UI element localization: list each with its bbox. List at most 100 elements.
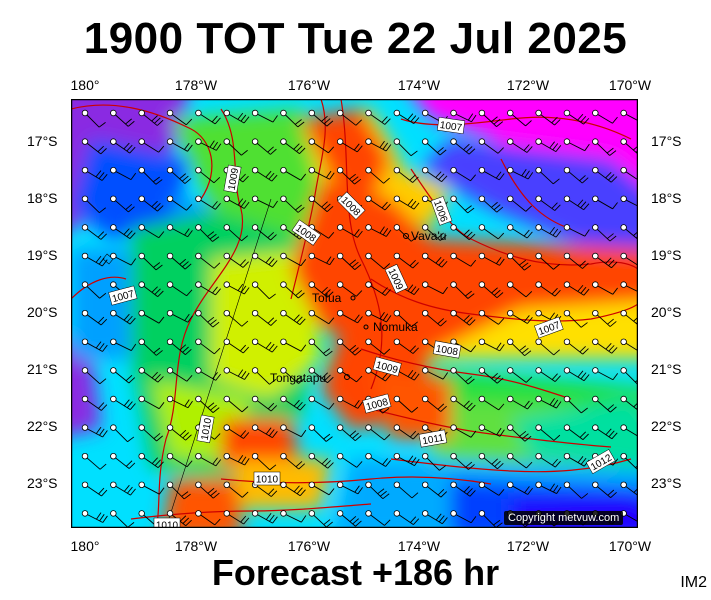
wind-barb (251, 510, 278, 524)
wind-barb (478, 424, 505, 437)
wind-barb (138, 166, 163, 185)
wind-barb (478, 367, 504, 384)
wind-barb (280, 424, 307, 438)
wind-barb (251, 281, 276, 300)
wind-barb (592, 424, 618, 440)
isobar-label: 1010 (156, 521, 179, 529)
place-nomuka: Nomuka (373, 320, 418, 334)
wind-barb (166, 424, 192, 441)
lat-label-left-19s: 19°S (27, 247, 58, 263)
wind-barb (110, 309, 136, 325)
wind-barb (110, 166, 137, 180)
map-frame (71, 99, 638, 528)
wind-barb (336, 338, 362, 356)
wind-barb (251, 424, 278, 438)
wind-barb (393, 166, 419, 183)
wind-barb (592, 395, 617, 413)
wind-barb (507, 309, 533, 324)
wind-barb (365, 309, 392, 323)
wind-barb (195, 481, 220, 499)
wind-barb (450, 138, 476, 155)
lat-label-right-19s: 19°S (651, 247, 682, 263)
wind-barb (110, 195, 135, 213)
wind-barb (110, 481, 136, 496)
wind-barb (166, 281, 193, 297)
wind-barb (592, 109, 618, 124)
wind-barb (478, 224, 505, 240)
wind-map: 1007 1009 1007 1006 1008 1008 (71, 99, 638, 528)
lon-label-bottom-176w: 176°W (287, 538, 331, 554)
wind-barb (251, 338, 278, 353)
wind-barb (308, 453, 334, 469)
wind-barb (110, 453, 136, 469)
wind-barb (535, 395, 562, 409)
wind-barb (450, 166, 477, 182)
wind-barb (507, 395, 533, 410)
wind-barb (620, 109, 638, 122)
wind-barb (223, 338, 250, 354)
wind-barb (478, 510, 503, 528)
wind-barb (251, 138, 277, 155)
wind-barb (365, 109, 391, 125)
wind-barb (478, 395, 505, 411)
wind-barb (251, 224, 277, 241)
wind-barb (563, 195, 590, 211)
wind-barb (138, 424, 163, 442)
wind-barb (280, 309, 306, 326)
wind-barb (138, 224, 165, 239)
wind-barb (620, 195, 638, 207)
wind-barb (535, 424, 561, 441)
wind-barb (223, 395, 249, 413)
wind-barb (81, 453, 107, 470)
wind-barb (166, 481, 191, 500)
wind-barb (422, 281, 448, 295)
lon-label-bottom-180: 180° (70, 538, 100, 554)
wind-barb (563, 166, 589, 184)
wind-barb (223, 367, 250, 380)
wind-barb (280, 138, 306, 154)
forecast-label: Forecast +186 hr (211, 552, 500, 593)
wind-barb (450, 395, 476, 412)
wind-barb (223, 510, 250, 525)
wind-barb (563, 138, 590, 152)
wind-barb (166, 395, 193, 409)
wind-barb (365, 195, 391, 211)
wind-barb (195, 109, 221, 125)
lon-label-top-178w: 178°W (174, 77, 218, 93)
wind-barb (81, 195, 106, 214)
wind-barb (195, 367, 222, 381)
wind-barb (195, 281, 221, 296)
isobar-label: 1009 (436, 346, 459, 357)
wind-barb (308, 138, 335, 154)
wind-barb (507, 338, 532, 357)
wind-barb (563, 281, 590, 296)
wind-barb (223, 195, 250, 209)
wind-barb (81, 138, 107, 155)
wind-barb (563, 309, 588, 328)
wind-barb (535, 338, 561, 356)
wind-barb (110, 338, 137, 351)
isobar-label: 1007 (439, 120, 463, 134)
wind-barb (535, 281, 561, 297)
wind-barb (535, 481, 562, 494)
wind-barb (223, 224, 249, 242)
wind-barb (81, 338, 108, 352)
wind-barb (280, 109, 305, 128)
isobar-label: 1011 (422, 433, 446, 448)
wind-barb (336, 252, 362, 270)
wind-barb (138, 252, 163, 271)
wind-barb (422, 224, 447, 241)
wind-barb (336, 424, 362, 442)
wind-barb (393, 138, 418, 157)
wind-barb (251, 395, 278, 412)
wind-barb (223, 109, 250, 124)
vavau-marker (403, 233, 409, 239)
lon-label-top-180: 180° (70, 77, 100, 93)
lon-label-bottom-174w: 174°W (397, 538, 441, 554)
place-markers (344, 233, 409, 380)
wind-barb (478, 195, 504, 213)
wind-barb (478, 453, 504, 470)
wind-barb (592, 252, 618, 269)
lat-label-right-17s: 17°S (651, 133, 682, 149)
lat-label-right-23s: 23°S (651, 475, 682, 491)
